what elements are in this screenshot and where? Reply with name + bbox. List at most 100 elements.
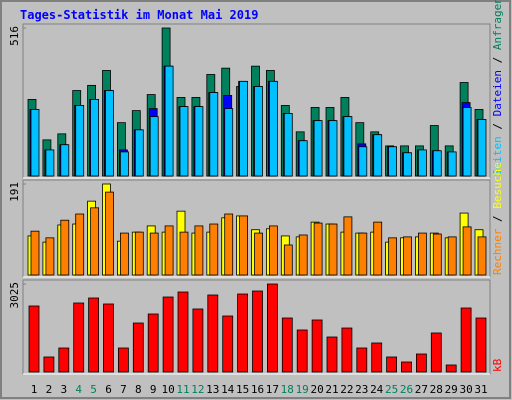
bar <box>254 232 263 276</box>
bar <box>179 231 189 276</box>
bar <box>417 232 427 276</box>
bar <box>105 90 114 177</box>
bar <box>58 347 70 373</box>
bar <box>103 303 114 373</box>
bar <box>177 291 189 373</box>
bar <box>477 236 487 276</box>
bar <box>341 327 353 373</box>
bar <box>209 223 219 276</box>
bar <box>209 92 219 177</box>
x-tick-label: 6 <box>105 383 112 396</box>
bar <box>313 120 323 177</box>
x-tick-label: 2 <box>46 383 53 396</box>
bar <box>403 236 412 276</box>
bar <box>90 207 99 276</box>
bar <box>134 129 144 177</box>
bar <box>460 307 472 373</box>
legend-entry: Anfragen <box>491 0 504 50</box>
bar <box>149 116 159 177</box>
bar <box>475 317 487 373</box>
legend-separator: / <box>491 116 504 136</box>
legend-entry: kB <box>491 358 504 372</box>
bar <box>432 150 442 177</box>
legend-separator: / <box>491 50 504 70</box>
x-tick-label: 17 <box>266 383 279 396</box>
x-tick-label: 30 <box>459 383 472 396</box>
bar <box>118 347 129 373</box>
y-tick-label: 191 <box>8 182 21 202</box>
bar <box>283 113 293 177</box>
bar <box>207 294 219 373</box>
bar <box>343 116 353 177</box>
bar <box>447 151 457 177</box>
bar <box>254 86 263 177</box>
x-tick-label: 11 <box>176 383 189 396</box>
x-tick-label: 27 <box>415 383 428 396</box>
bar <box>60 144 70 177</box>
x-tick-label: 5 <box>90 383 97 396</box>
x-tick-label: 31 <box>474 383 487 396</box>
bar <box>283 244 293 276</box>
bar <box>313 222 323 276</box>
x-tick-label: 16 <box>251 383 264 396</box>
bar <box>403 152 412 177</box>
x-tick-label: 13 <box>206 383 219 396</box>
bar <box>462 107 472 177</box>
bar <box>105 191 114 276</box>
x-tick-label: 8 <box>135 383 142 396</box>
bar <box>417 149 427 177</box>
bar <box>192 308 204 373</box>
bar <box>477 119 487 177</box>
legend: kB <box>491 358 504 372</box>
bar <box>281 317 293 373</box>
x-tick-label: 9 <box>150 383 157 396</box>
bar <box>356 347 368 373</box>
bar <box>45 149 55 177</box>
bar <box>445 364 457 373</box>
x-tick-label: 25 <box>385 383 398 396</box>
x-tick-label: 23 <box>355 383 368 396</box>
bar <box>149 232 159 276</box>
legend: Seiten / Dateien / Anfragen <box>491 0 504 176</box>
bar <box>30 230 40 276</box>
legend-entry: Seiten <box>491 136 504 176</box>
x-tick-label: 18 <box>281 383 294 396</box>
bar <box>373 134 383 177</box>
x-tick-label: 21 <box>325 383 338 396</box>
legend-entry: Dateien <box>491 70 504 116</box>
bar <box>268 80 278 177</box>
legend-entry: Rechner <box>491 228 504 275</box>
bar <box>447 236 457 276</box>
legend-separator: / <box>491 209 504 229</box>
chart-title: Tages-Statistik im Monat Mai 2019 <box>20 8 258 22</box>
bar <box>298 140 308 177</box>
x-tick-label: 15 <box>236 383 249 396</box>
bar <box>358 146 368 177</box>
bar <box>120 151 129 177</box>
bar <box>194 225 204 276</box>
bar <box>75 213 85 276</box>
x-tick-label: 20 <box>310 383 323 396</box>
bar <box>88 297 99 373</box>
bar <box>432 233 442 276</box>
x-tick-label: 22 <box>340 383 353 396</box>
bar <box>164 225 174 276</box>
bar <box>164 65 174 177</box>
x-tick-label: 24 <box>370 383 384 396</box>
bar <box>90 99 99 177</box>
bar <box>328 223 338 276</box>
x-tick-label: 10 <box>161 383 174 396</box>
legend: Rechner / Besuche <box>491 162 504 275</box>
bar <box>162 296 174 373</box>
x-tick-label: 14 <box>221 383 235 396</box>
bar <box>252 290 263 373</box>
bar <box>179 106 189 177</box>
bar <box>132 322 144 373</box>
x-tick-label: 28 <box>430 383 443 396</box>
bar <box>75 105 85 177</box>
x-tick-label: 4 <box>75 383 82 396</box>
bar <box>134 231 144 276</box>
bar <box>311 319 323 373</box>
bar <box>222 315 234 373</box>
